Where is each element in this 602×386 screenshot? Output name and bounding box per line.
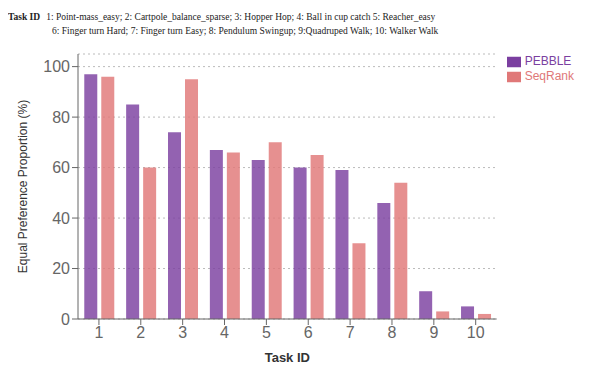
svg-text:7: 7 [346, 324, 355, 341]
svg-text:2: 2 [136, 324, 145, 341]
svg-text:0: 0 [61, 311, 70, 328]
svg-text:60: 60 [52, 159, 70, 176]
svg-text:20: 20 [52, 260, 70, 277]
svg-text:100: 100 [43, 58, 70, 75]
svg-text:4: 4 [220, 324, 229, 341]
svg-text:8: 8 [388, 324, 397, 341]
svg-text:5: 5 [262, 324, 271, 341]
svg-text:40: 40 [52, 210, 70, 227]
html-text:SeqRank: SeqRank [524, 68, 574, 83]
svg-text:Task ID: Task ID [265, 350, 310, 365]
svg-text:9: 9 [429, 324, 438, 341]
svg-text:6: 6 [304, 324, 313, 341]
svg-text:1: 1 [94, 324, 103, 341]
html-text:Task ID: Task ID [8, 12, 41, 22]
svg-text:10: 10 [467, 324, 485, 341]
html-text:1: Point-mass_easy; 2: Cartpol: 1: Point-mass_easy; 2: Cartpole_balance_… [46, 12, 436, 22]
html-text:6: Finger turn Hard; 7: Finger: 6: Finger turn Hard; 7: Finger turn Easy… [52, 26, 439, 36]
svg-text:Equal Preference Proportion (%: Equal Preference Proportion (%) [16, 100, 30, 273]
svg-text:3: 3 [178, 324, 187, 341]
html-text:PEBBLE: PEBBLE [524, 54, 572, 68]
svg-text:80: 80 [52, 109, 70, 126]
